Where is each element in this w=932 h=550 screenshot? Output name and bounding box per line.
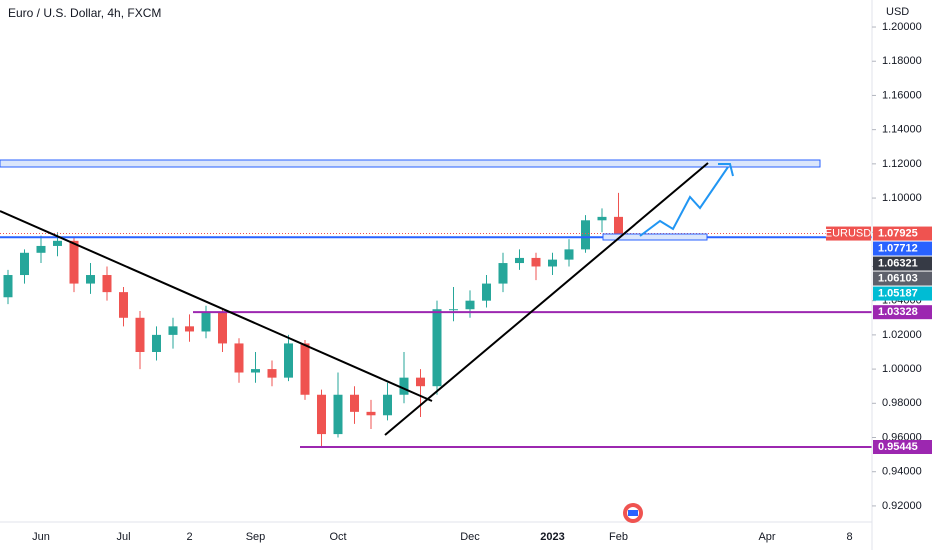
chart-title: Euro / U.S. Dollar, 4h, FXCM <box>8 6 161 20</box>
trend-line <box>0 210 433 402</box>
y-tick-label: 0.92000 <box>882 500 922 512</box>
candle-body <box>119 292 128 318</box>
candle-body <box>581 220 590 250</box>
price-tag <box>873 440 932 455</box>
y-tick-label: 1.18000 <box>882 55 922 67</box>
candle-body <box>333 394 343 435</box>
candle-body <box>36 245 46 253</box>
candle-body <box>69 240 79 284</box>
symbol-tag-label: EURUSD <box>825 227 872 239</box>
candle-body <box>366 411 376 416</box>
x-tick-label: 2 <box>186 531 192 543</box>
arrow-head <box>718 163 734 177</box>
candle-body <box>102 275 112 293</box>
support-zone <box>602 233 708 241</box>
candle-body <box>234 343 244 373</box>
y-tick-label: 1.00000 <box>882 363 922 375</box>
price-tag-label: 0.95445 <box>878 441 918 453</box>
plot-area <box>0 192 872 449</box>
projection-arrow <box>639 166 729 237</box>
x-tick-label: Feb <box>609 531 628 543</box>
candle-body <box>317 394 326 435</box>
resistance-zone <box>0 159 821 168</box>
candle-body <box>218 312 227 344</box>
candle-body <box>498 263 508 284</box>
y-tick-label: 1.20000 <box>882 21 922 33</box>
x-tick-label: Sep <box>246 531 266 543</box>
candle-body <box>597 216 607 221</box>
candle-body <box>152 334 161 352</box>
price-tag <box>873 241 932 256</box>
x-tick-label: Jun <box>32 531 50 543</box>
candle-body <box>399 377 409 395</box>
candle-body <box>86 275 95 284</box>
candle-body <box>20 252 29 276</box>
price-tag <box>873 286 932 301</box>
trend-line <box>384 162 709 436</box>
price-tag <box>873 271 932 286</box>
candle-body <box>482 283 491 301</box>
price-tag-label: 1.07925 <box>878 227 918 239</box>
candle-body <box>614 216 623 234</box>
symbol-tag <box>826 226 871 241</box>
price-tag <box>873 305 932 320</box>
x-tick-label: 8 <box>846 531 852 543</box>
candle-body <box>564 249 574 260</box>
candle-body <box>53 240 62 246</box>
price-tag-label: 1.03328 <box>878 306 918 318</box>
price-tag-label: 1.07712 <box>878 242 918 254</box>
candle-body <box>168 326 178 335</box>
price-tag <box>873 256 932 271</box>
y-tick-label: 1.14000 <box>882 124 922 136</box>
event-icon <box>623 503 643 523</box>
candle-body <box>201 312 211 332</box>
candle-body <box>383 394 392 416</box>
candle-body <box>548 259 557 267</box>
x-tick-label: Oct <box>329 531 346 543</box>
x-tick-label: Apr <box>758 531 775 543</box>
candle-body <box>449 309 458 311</box>
price-tag <box>873 226 932 241</box>
candle-body <box>416 377 425 387</box>
y-tick-label: 1.10000 <box>882 192 922 204</box>
candle-body <box>251 369 260 373</box>
candle-body <box>3 275 13 298</box>
price-tag-label: 1.05187 <box>878 287 918 299</box>
candle-body <box>135 317 145 352</box>
y-tick-label: 0.98000 <box>882 397 922 409</box>
price-tag-label: 1.06321 <box>878 257 918 269</box>
price-tag-label: 1.06103 <box>878 272 918 284</box>
y-tick-label: 0.94000 <box>882 466 922 478</box>
candle-body <box>284 343 293 378</box>
candle-body <box>267 369 277 378</box>
x-tick-label: Jul <box>116 531 130 543</box>
candle-body <box>515 257 524 264</box>
y-tick-label: 1.02000 <box>882 329 922 341</box>
y-tick-label: 1.12000 <box>882 158 922 170</box>
candle-body <box>531 257 541 267</box>
x-tick-label: 2023 <box>540 531 564 543</box>
axis-unit: USD <box>886 6 909 18</box>
candle-body <box>465 300 475 310</box>
candle-body <box>185 326 194 332</box>
candle-body <box>432 309 442 387</box>
y-tick-label: 1.16000 <box>882 89 922 101</box>
candle-body <box>350 394 359 412</box>
candle-body <box>300 343 310 395</box>
x-tick-label: Dec <box>460 531 480 543</box>
